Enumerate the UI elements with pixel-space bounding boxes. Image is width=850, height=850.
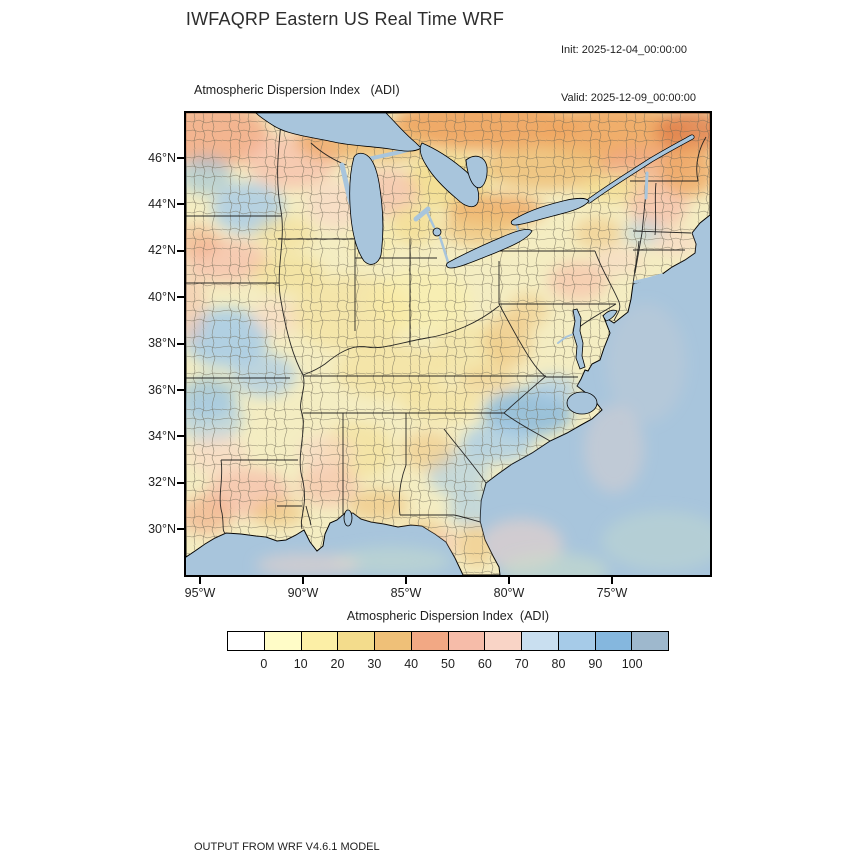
pamlico-sound xyxy=(566,391,598,415)
colorbar-tick-label: 40 xyxy=(404,657,419,671)
colorbar-box xyxy=(374,631,412,651)
init-time-label: Init: 2025-12-04_00:00:00 xyxy=(561,43,687,56)
lat-tick-mark xyxy=(177,157,184,159)
colorbar-box xyxy=(557,631,596,651)
chesapeake-bay xyxy=(572,308,586,370)
lat-tick-label: 38°N xyxy=(148,336,176,351)
valid-time-label: Valid: 2025-12-09_00:00:00 xyxy=(561,91,696,104)
colorbar-ticks: 0 10 20 30 40 50 60 70 80 90 100 xyxy=(227,657,669,673)
page-title: IWFAQRP Eastern US Real Time WRF xyxy=(185,9,505,29)
lat-tick-mark xyxy=(177,528,184,531)
colorbar-tick-label: 10 xyxy=(293,657,308,671)
colorbar-box xyxy=(227,631,265,651)
lat-tick-mark xyxy=(177,342,184,345)
lon-tick-label: 95°W xyxy=(184,586,216,600)
mobile-bay xyxy=(343,509,353,527)
colorbar-box xyxy=(337,631,375,651)
lat-tick-mark xyxy=(177,481,184,484)
lon-tick-label: 75°W xyxy=(596,586,628,600)
colorbar-tick-label: 20 xyxy=(330,657,345,671)
colorbar-tick-label: 60 xyxy=(477,657,492,671)
lat-tick-mark xyxy=(177,249,184,252)
run-info: Init: 2025-12-04_00:00:00 Valid: 2025-12… xyxy=(561,11,696,139)
delaware-bay xyxy=(602,309,618,322)
lat-tick-label: 42°N xyxy=(148,243,176,258)
lake-superior xyxy=(255,113,422,152)
rivers xyxy=(339,134,695,344)
lon-tick-mark xyxy=(302,577,304,584)
lake-erie xyxy=(446,229,533,269)
lake-michigan xyxy=(349,152,384,265)
lat-tick-mark xyxy=(177,296,184,299)
colorbar-tick-label: 70 xyxy=(514,657,529,671)
lat-tick-mark xyxy=(177,435,184,438)
colorbar xyxy=(227,631,669,651)
lat-tick-label: 44°N xyxy=(148,196,176,211)
colorbar-tick-label: 100 xyxy=(621,657,643,671)
colorbar-box xyxy=(484,631,522,651)
lat-tick-label: 40°N xyxy=(148,289,176,304)
lat-tick-mark xyxy=(177,203,184,206)
lon-tick-label: 85°W xyxy=(390,586,422,600)
lon-tick-mark xyxy=(508,577,510,584)
colorbar-tick-label: 90 xyxy=(588,657,603,671)
map-svg xyxy=(186,113,710,575)
colorbar-box xyxy=(300,631,339,651)
colorbar-box xyxy=(410,631,449,651)
lon-tick-mark xyxy=(611,577,613,584)
map-frame xyxy=(184,111,712,577)
lake-ontario xyxy=(510,198,590,226)
colorbar-tick-label: 30 xyxy=(367,657,382,671)
colorbar-title: Atmospheric Dispersion Index (ADI) xyxy=(346,609,550,623)
lat-tick-label: 36°N xyxy=(148,382,176,397)
lon-tick-label: 90°W xyxy=(287,586,319,600)
colorbar-box xyxy=(447,631,486,651)
lat-tick-label: 34°N xyxy=(148,428,176,443)
ocean-tint-patches xyxy=(256,303,710,575)
great-lakes xyxy=(255,113,618,527)
colorbar-tick-label: 0 xyxy=(260,657,268,671)
lat-tick-label: 32°N xyxy=(148,475,176,490)
colorbar-box xyxy=(263,631,302,651)
colorbar-box xyxy=(594,631,633,651)
colorbar-box xyxy=(521,631,559,651)
colorbar-box xyxy=(631,631,669,651)
footer-model-line: OUTPUT FROM WRF V4.6.1 MODEL xyxy=(194,841,380,850)
lat-tick-mark xyxy=(177,389,184,391)
footer: OUTPUT FROM WRF V4.6.1 MODEL WE = 310 ; … xyxy=(194,806,627,850)
lat-tick-label: 30°N xyxy=(148,521,176,536)
state-borders xyxy=(186,113,707,534)
lat-tick-label: 46°N xyxy=(148,150,176,165)
lon-tick-label: 80°W xyxy=(493,586,525,600)
lake-st-clair xyxy=(432,227,442,237)
lon-tick-mark xyxy=(405,577,407,584)
lon-tick-mark xyxy=(199,577,201,584)
georgian-bay xyxy=(465,155,488,189)
field-label: Atmospheric Dispersion Index (ADI) xyxy=(194,83,400,97)
colorbar-tick-label: 50 xyxy=(441,657,455,671)
colorbar-tick-label: 80 xyxy=(551,657,566,671)
lake-huron xyxy=(419,142,480,208)
